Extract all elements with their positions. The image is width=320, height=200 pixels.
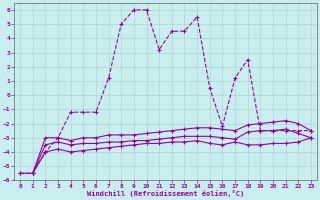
X-axis label: Windchill (Refroidissement éolien,°C): Windchill (Refroidissement éolien,°C)	[87, 190, 244, 197]
